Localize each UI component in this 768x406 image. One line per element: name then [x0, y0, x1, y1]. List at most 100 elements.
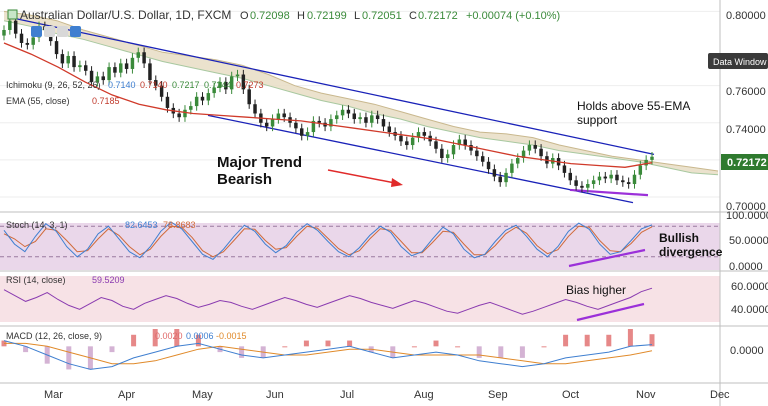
legend-button-row	[31, 26, 81, 37]
candle-body	[358, 117, 362, 120]
time-tick: Nov	[636, 389, 656, 401]
macd-tick: 0.0000	[730, 345, 764, 357]
candle-body	[475, 150, 479, 157]
price-axis[interactable]: 0.80000 0.76000 0.74000 0.70000	[726, 10, 766, 213]
candle-body	[224, 81, 228, 90]
stoch-d-value: 78.8683	[163, 220, 196, 230]
candle-body	[387, 126, 392, 133]
candle-body	[638, 165, 643, 175]
channel-upper-line	[7, 16, 655, 155]
macd-histogram-bar	[541, 346, 547, 348]
annotation-holds-support: support	[577, 113, 618, 127]
macd-pane	[1, 329, 655, 370]
candle-body	[335, 115, 339, 120]
candle-body	[597, 176, 602, 181]
candle-body	[521, 150, 526, 159]
candle-body	[89, 70, 94, 82]
annotation-major-trend: Major Trend	[217, 154, 302, 171]
candle-body	[130, 57, 135, 69]
ohlc-high: 0.72199	[307, 10, 347, 22]
candle-body	[510, 163, 514, 173]
candle-body	[305, 132, 310, 136]
settings-icon[interactable]	[44, 26, 55, 37]
rsi-line	[3, 287, 653, 315]
annotation-holds: Holds above 55-EMA	[577, 99, 690, 113]
close-icon[interactable]	[57, 26, 68, 37]
candle-body	[539, 148, 543, 157]
candle-body	[54, 41, 59, 55]
macd-histogram-bar	[109, 346, 115, 353]
macd-histogram-bar	[282, 346, 288, 348]
candle-body	[317, 120, 321, 123]
ichimoku-value: 0.7273	[236, 80, 264, 90]
candle-body	[194, 96, 199, 107]
candle-body	[650, 156, 654, 160]
price-tick: 0.80000	[726, 10, 766, 22]
data-window-button[interactable]	[708, 53, 768, 69]
ohlc-close: 0.72172	[418, 10, 458, 22]
candle-body	[632, 174, 637, 185]
candle-body	[329, 119, 333, 127]
candle-body	[451, 145, 456, 155]
candle-body	[66, 55, 70, 64]
candle-body	[440, 148, 444, 159]
candle-body	[113, 67, 117, 73]
bearish-arrow	[327, 169, 396, 184]
macd-histogram-bar	[563, 334, 569, 347]
eye-icon[interactable]	[70, 26, 81, 37]
candle-body	[31, 37, 35, 45]
candle-body	[352, 113, 357, 120]
candle-body	[381, 119, 386, 127]
ohlc-low-label: L	[354, 10, 360, 22]
candle-body	[25, 42, 30, 45]
candle-body	[527, 145, 532, 151]
candle-body	[165, 96, 170, 108]
ohlc-change: +0.00074 (+0.10%)	[466, 10, 560, 22]
macd-histogram-bar	[649, 334, 655, 347]
candlestick-series	[2, 16, 654, 193]
macd-histogram-bar	[498, 346, 504, 358]
candle-body	[434, 141, 438, 149]
ohlc-low: 0.72051	[362, 10, 402, 22]
macd-label: MACD (12, 26, close, 9)	[6, 331, 102, 341]
symbol-title: Australian Dollar/U.S. Dollar, 1D, FXCM	[20, 8, 231, 22]
macd-histogram-bar	[303, 340, 309, 347]
macd-histogram-bar	[455, 346, 461, 348]
time-tick: May	[192, 389, 213, 401]
annotation-bullish: Bullish	[659, 231, 699, 245]
candle-body	[13, 20, 18, 34]
candle-body	[580, 185, 584, 188]
candle-body	[498, 176, 502, 183]
time-tick: Jul	[340, 389, 354, 401]
candle-body	[8, 20, 12, 30]
eye-icon[interactable]	[31, 26, 42, 37]
candle-body	[136, 52, 141, 58]
rsi-pane	[3, 287, 653, 322]
time-axis[interactable]: Mar Apr May Jun Jul Aug Sep Oct Nov Dec	[44, 389, 730, 401]
time-tick: Jun	[266, 389, 284, 401]
candle-body	[621, 180, 625, 183]
candle-body	[218, 81, 222, 88]
candle-body	[183, 109, 187, 118]
candle-body	[72, 55, 76, 68]
candle-body	[469, 145, 473, 151]
candle-body	[241, 74, 246, 90]
candle-body	[247, 89, 251, 105]
candle-body	[148, 63, 152, 81]
macd-histogram-bar	[66, 346, 72, 370]
candle-body	[615, 174, 619, 181]
candle-body	[235, 74, 240, 77]
stoch-k-value: 82.6453	[125, 220, 158, 230]
candle-body	[60, 54, 65, 64]
macd-histogram-bar	[239, 346, 245, 358]
ohlc-open: 0.72098	[250, 10, 290, 22]
collapse-icon[interactable]	[7, 9, 18, 20]
time-tick: Sep	[488, 389, 508, 401]
candle-body	[83, 65, 88, 71]
macd-line	[3, 340, 653, 370]
rsi-tick: 40.0000	[731, 304, 768, 316]
rsi-value: 59.5209	[92, 275, 125, 285]
macd-histogram-bar	[519, 346, 525, 358]
